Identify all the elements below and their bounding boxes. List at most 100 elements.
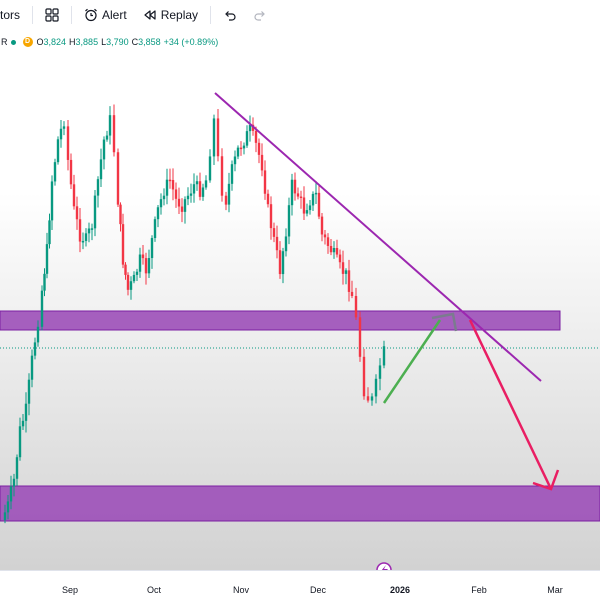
candle-body [62, 126, 66, 129]
candle-body [56, 139, 60, 163]
high-label: H [69, 37, 76, 47]
indicators-button[interactable]: tors [0, 0, 32, 30]
candle-body [311, 193, 315, 206]
candle-body [186, 195, 190, 200]
candle-body [150, 238, 154, 259]
candle-body [159, 199, 163, 208]
candle-body [135, 271, 139, 275]
candle-body [347, 270, 351, 292]
candle-body [108, 115, 112, 136]
interval-badge: D [22, 37, 33, 47]
candle-body [59, 128, 63, 140]
candle-body [84, 233, 88, 241]
candle-body [233, 156, 237, 165]
resistance-zone [0, 310, 561, 331]
candle-body [281, 251, 285, 275]
candle-body [87, 228, 91, 234]
candle-body [230, 164, 234, 184]
candle-body [378, 365, 382, 379]
candle-body [162, 195, 166, 200]
candle-body [144, 258, 148, 274]
candle-body [147, 258, 151, 274]
high-value: 3,885 [75, 37, 99, 47]
candle-body [121, 224, 125, 265]
candle-body [119, 204, 122, 225]
candle-body [329, 245, 333, 253]
candle-body [370, 396, 374, 401]
alert-button[interactable]: Alert [72, 0, 133, 30]
candle-body [374, 378, 378, 397]
candle-body [9, 486, 13, 502]
toolbar-divider [32, 6, 34, 24]
candle-body [12, 478, 16, 487]
candle-body [263, 170, 267, 194]
candle-body [354, 295, 358, 318]
candle-body [165, 179, 169, 196]
low-value: 3,790 [106, 37, 129, 47]
candle-body [344, 270, 348, 274]
candle-body [338, 254, 342, 263]
redo-icon[interactable] [245, 0, 275, 30]
time-tick: Oct [146, 585, 162, 595]
indicators-label: tors [0, 8, 21, 22]
candle-body [78, 219, 82, 242]
candle-body [272, 228, 276, 237]
candle-body [216, 118, 220, 157]
layouts-grid-icon[interactable] [33, 0, 71, 30]
candle-body [36, 326, 40, 343]
candle-body [308, 205, 312, 211]
candle-body [116, 152, 120, 205]
candle-body [248, 124, 252, 132]
open-value: 3,824 [43, 37, 67, 47]
ohlc-legend: R D O 3,824 H 3,885 L 3,790 C 3,858 +34 … [0, 34, 221, 50]
time-axis[interactable]: Sep Oct Nov Dec 2026 Feb Mar [0, 570, 600, 601]
candle-body [254, 130, 258, 143]
candle-body [53, 162, 57, 182]
candle-body [299, 196, 303, 199]
candle-body [81, 240, 85, 243]
candle-body [201, 187, 205, 197]
rewind-icon [143, 8, 157, 22]
lightning-icon-bolt [381, 565, 388, 570]
time-tick: Dec [309, 585, 327, 595]
time-tick: Feb [471, 585, 487, 595]
top-toolbar: tors Alert Replay [0, 0, 600, 31]
candle-body [183, 199, 187, 212]
candle-body [326, 237, 330, 246]
red-projection-arrow [468, 319, 553, 490]
candle-body [284, 236, 288, 252]
candle-body [305, 210, 309, 214]
market-status-dot [10, 39, 16, 45]
candle-body [239, 147, 243, 150]
gray-arrowhead [431, 312, 458, 332]
candle-body [302, 197, 306, 214]
candle-body [335, 248, 339, 255]
candle-body [132, 274, 136, 282]
candle-body [48, 220, 51, 245]
candle-body [208, 156, 212, 181]
candle-body [69, 159, 73, 185]
candle-body [102, 139, 106, 160]
candle-body [124, 264, 127, 275]
candle-body [245, 131, 249, 146]
undo-icon[interactable] [211, 0, 245, 30]
lightning-icon [376, 562, 392, 570]
candle-body [72, 184, 76, 207]
replay-button[interactable]: Replay [133, 0, 210, 30]
symbol-tail: R [1, 37, 8, 47]
candle-body [24, 403, 28, 421]
candle-body [15, 457, 19, 479]
candle-body [275, 236, 279, 251]
replay-label: Replay [160, 8, 199, 22]
alert-label: Alert [102, 8, 127, 22]
candle-body [290, 179, 294, 206]
candle-body [30, 355, 34, 380]
candle-body [358, 317, 362, 357]
price-chart[interactable] [0, 30, 600, 570]
chart-pane[interactable] [0, 30, 600, 570]
alarm-clock-icon [84, 8, 98, 22]
candle-body [171, 179, 175, 190]
candle-body [293, 179, 297, 194]
candle-body [287, 205, 291, 237]
candle-body [3, 512, 7, 520]
